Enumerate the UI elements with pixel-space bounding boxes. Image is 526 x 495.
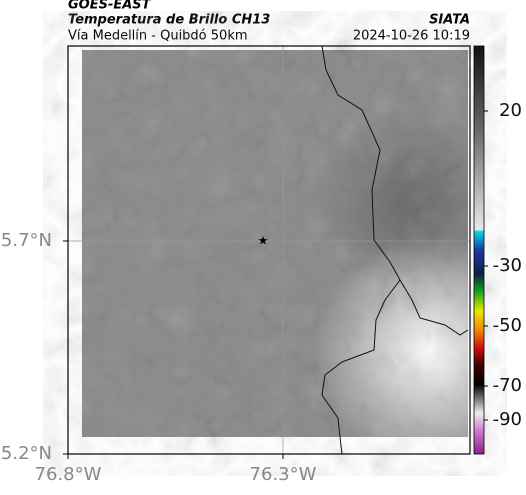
colorbar-label: -70 xyxy=(493,375,522,396)
colorbar-label: -90 xyxy=(493,409,522,430)
source: SIATA xyxy=(429,13,470,28)
timestamp: 2024-10-26 10:19 xyxy=(353,29,470,44)
route: Vía Medellín - Quibdó 50km xyxy=(68,29,248,44)
title: GOES-EAST xyxy=(68,0,152,13)
colorbar-label: -50 xyxy=(493,315,522,336)
map-frame xyxy=(67,45,471,455)
lat-label: 5.2°N xyxy=(1,443,52,464)
boundary xyxy=(321,45,469,455)
location-marker: ★ xyxy=(258,234,269,248)
lat-label: 5.7°N xyxy=(1,230,52,251)
satellite-image xyxy=(82,50,468,437)
lon-label: 76.3°W xyxy=(250,464,317,485)
colorbar-label: 20 xyxy=(499,100,522,121)
colorbar xyxy=(473,45,485,455)
lon-label: 76.8°W xyxy=(35,464,102,485)
subtitle: Temperatura de Brillo CH13 xyxy=(68,13,270,28)
colorbar-label: -30 xyxy=(493,255,522,276)
